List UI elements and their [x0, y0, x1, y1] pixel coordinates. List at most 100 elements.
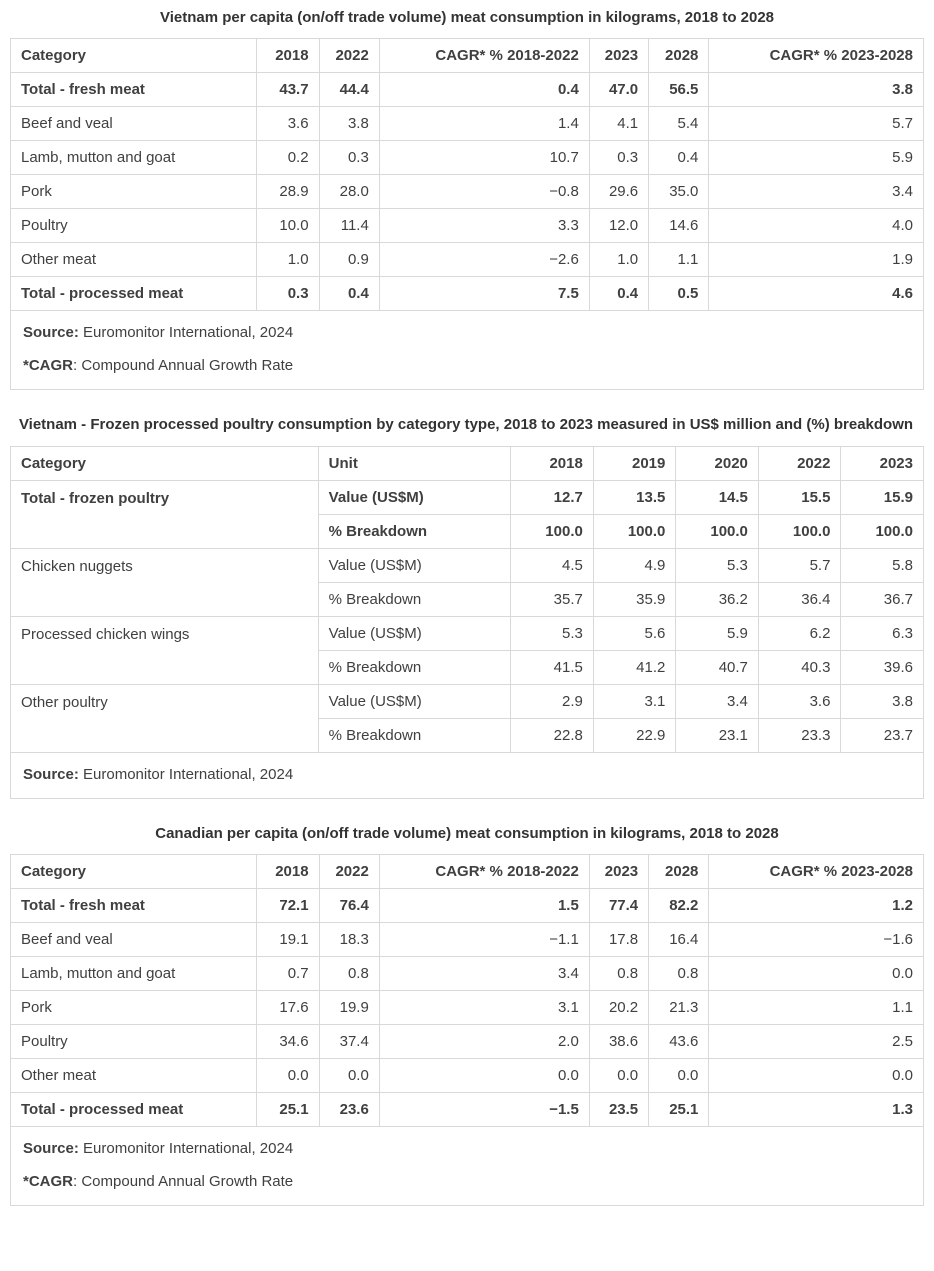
table-row: Beef and veal 3.6 3.8 1.4 4.1 5.4 5.7 [10, 106, 924, 142]
column-header: Category [10, 853, 257, 889]
unit-cell: % Breakdown [317, 717, 512, 753]
source-note: Source: Euromonitor International, 2024 [23, 764, 911, 785]
column-header: 2018 [510, 445, 594, 481]
unit-cell: Value (US$M) [317, 683, 512, 719]
value-cell: 16.4 [648, 921, 710, 957]
column-header: CAGR* % 2018-2022 [378, 853, 590, 889]
source-text: Euromonitor International, 2024 [78, 324, 294, 342]
value-cell: 0.2 [255, 140, 320, 176]
vietnam-meat-table: Category 2018 2022 CAGR* % 2018-2022 2023 202… [10, 38, 924, 391]
value-cell: 0.4 [588, 276, 650, 312]
canadian-meat-table: Category 2018 2022 CAGR* % 2018-2022 2023 202… [10, 853, 924, 1206]
header-row: Category Unit 2018 2019 2020 2022 2023 [10, 445, 924, 481]
value-cell: 0.0 [708, 955, 924, 991]
value-cell: 0.3 [588, 140, 650, 176]
table-row: Total - frozen poultry Value (US$M) 12.7 13… [10, 479, 924, 549]
value-cell: −1.1 [378, 921, 590, 957]
report-page: Vietnam per capita (on/off trade volume)… [0, 6, 934, 1206]
column-header: 2019 [592, 445, 677, 481]
value-cell: 40.7 [675, 649, 759, 685]
column-header: 2022 [757, 445, 842, 481]
column-header: 2022 [318, 853, 380, 889]
value-cell: 18.3 [318, 921, 380, 957]
value-cell: 4.9 [592, 547, 677, 583]
value-cell: 23.3 [757, 717, 842, 753]
value-cell: 19.9 [318, 989, 380, 1025]
value-cell: 17.8 [588, 921, 650, 957]
value-cell: 1.1 [708, 989, 924, 1025]
source-text: Euromonitor International, 2024 [78, 765, 294, 783]
value-cell: 44.4 [318, 72, 380, 108]
vietnam-frozen-poultry-table: Category Unit 2018 2019 2020 2022 2023 Total - … [10, 445, 924, 799]
value-cell: 5.3 [510, 615, 594, 651]
value-cell: 0.3 [255, 276, 320, 312]
table-row: Other poultry Value (US$M) 2.9 3.1 3.4 3.6 3.8 [10, 683, 924, 753]
value-cell: 11.4 [318, 208, 380, 244]
column-header: CAGR* % 2023-2028 [708, 38, 924, 74]
table-row: % Breakdown 35.7 35.9 36.2 36.4 36.7 [11, 581, 924, 617]
value-cell: 21.3 [648, 989, 710, 1025]
value-cell: 36.7 [840, 581, 924, 617]
table-footer-row: Source: Euromonitor International, 2024 [10, 751, 924, 799]
value-cell: 0.0 [318, 1057, 380, 1093]
value-cell: 5.9 [708, 140, 924, 176]
value-cell: 4.1 [588, 106, 650, 142]
value-cell: −0.8 [378, 174, 590, 210]
unit-cell: % Breakdown [317, 649, 512, 685]
header-row: Category 2018 2022 CAGR* % 2018-2022 2023 202… [10, 853, 924, 889]
value-cell: 3.8 [708, 72, 924, 108]
value-cell: 10.0 [255, 208, 320, 244]
value-cell: 0.8 [318, 955, 380, 991]
value-cell: 15.5 [757, 479, 842, 515]
value-cell: 12.7 [510, 479, 594, 515]
value-cell: 0.4 [378, 72, 590, 108]
value-cell: 15.9 [840, 479, 924, 515]
value-cell: 0.4 [648, 140, 710, 176]
category-cell: Total - processed meat [10, 276, 257, 312]
value-cell: 5.6 [592, 615, 677, 651]
table-row: Other meat 1.0 0.9 −2.6 1.0 1.1 1.9 [10, 242, 924, 278]
value-cell: 12.0 [588, 208, 650, 244]
value-cell: 34.6 [255, 1023, 320, 1059]
value-cell: 0.0 [378, 1057, 590, 1093]
column-header: 2023 [588, 853, 650, 889]
value-cell: 100.0 [757, 513, 842, 549]
value-cell: 38.6 [588, 1023, 650, 1059]
table-footnotes: Source: Euromonitor International, 2024 [10, 751, 924, 799]
value-cell: 0.8 [648, 955, 710, 991]
column-header: 2018 [255, 38, 320, 74]
table-footer-row: Source: Euromonitor International, 2024 *… [10, 310, 924, 391]
value-cell: 0.3 [318, 140, 380, 176]
category-cell: Other poultry [10, 683, 319, 753]
value-cell: 41.2 [592, 649, 677, 685]
category-cell: Total - processed meat [10, 1091, 257, 1127]
cagr-text: : Compound Annual Growth Rate [73, 357, 294, 375]
source-label: Source: [23, 1139, 79, 1157]
source-label: Source: [23, 765, 79, 783]
value-cell: 7.5 [378, 276, 590, 312]
value-cell: −2.6 [378, 242, 590, 278]
value-cell: 76.4 [318, 887, 380, 923]
value-cell: 28.9 [255, 174, 320, 210]
value-cell: 0.4 [318, 276, 380, 312]
value-cell: 0.0 [708, 1057, 924, 1093]
value-cell: 23.6 [318, 1091, 380, 1127]
table-footnotes: Source: Euromonitor International, 2024 *… [10, 310, 924, 391]
table-row: Beef and veal 19.1 18.3 −1.1 17.8 16.4 −1.6 [10, 921, 924, 957]
unit-cell: Value (US$M) [317, 615, 512, 651]
value-cell: 3.4 [675, 683, 759, 719]
value-cell: 4.6 [708, 276, 924, 312]
value-cell: 13.5 [592, 479, 677, 515]
category-cell: Total - fresh meat [10, 72, 257, 108]
category-cell: Chicken nuggets [10, 547, 319, 617]
category-cell: Total - frozen poultry [10, 479, 319, 549]
value-cell: 29.6 [588, 174, 650, 210]
value-cell: 100.0 [592, 513, 677, 549]
value-cell: 100.0 [510, 513, 594, 549]
category-cell: Beef and veal [10, 921, 257, 957]
value-cell: 3.1 [378, 989, 590, 1025]
value-cell: 35.0 [648, 174, 710, 210]
value-cell: 0.7 [255, 955, 320, 991]
value-cell: 5.7 [708, 106, 924, 142]
value-cell: 43.7 [255, 72, 320, 108]
